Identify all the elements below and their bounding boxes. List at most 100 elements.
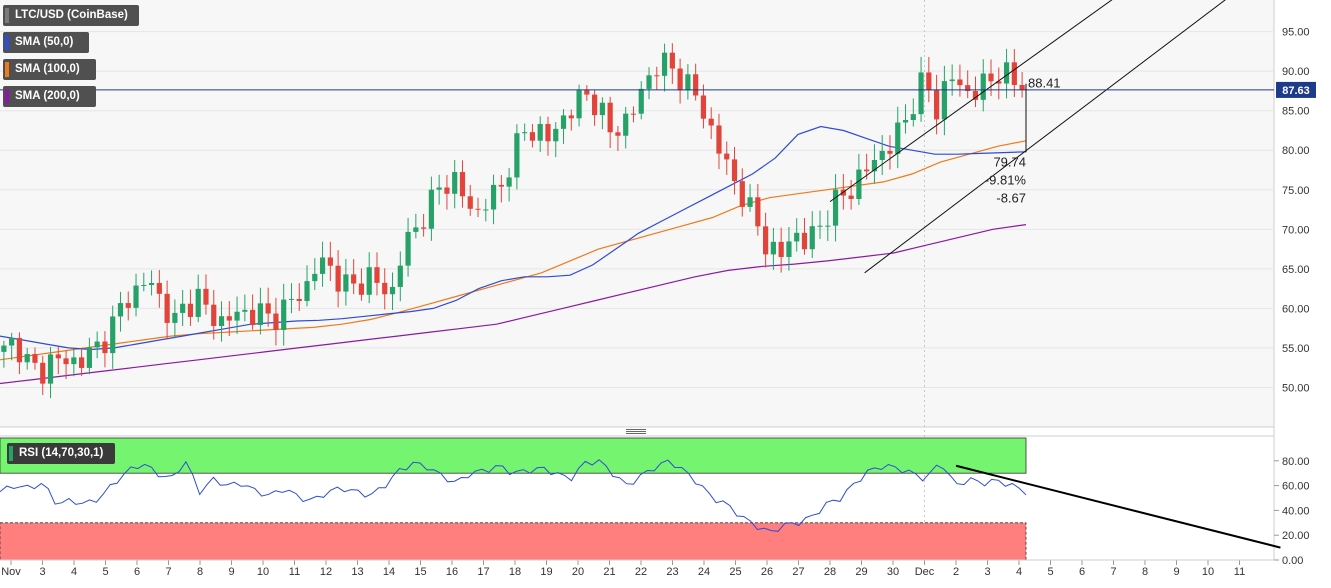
candle-body <box>786 241 792 257</box>
candle-body <box>763 226 769 255</box>
candle-body <box>55 354 61 359</box>
candle-body <box>16 338 23 363</box>
candle-body <box>172 312 178 323</box>
measure-high-label: 88.41 <box>1028 76 1061 91</box>
price-tick-label: 95.00 <box>1282 27 1310 39</box>
x-tick-label: 5 <box>102 566 108 578</box>
rsi-line <box>0 459 1027 532</box>
candle-body <box>102 341 108 354</box>
candle-body <box>661 52 668 76</box>
x-tick-label: 28 <box>824 566 836 578</box>
candle-body <box>467 196 473 209</box>
rsi-tick-label: 0.00 <box>1282 555 1303 567</box>
candle-body <box>522 132 528 134</box>
legend-sma200[interactable]: SMA (200,0) <box>3 86 96 107</box>
sma200-line <box>0 224 1027 385</box>
candle-body <box>9 338 15 346</box>
legend-rsi[interactable]: RSI (14,70,30,1) <box>7 443 115 464</box>
candle-body <box>148 282 155 286</box>
candle-body <box>918 72 924 115</box>
candle-body <box>926 72 932 91</box>
rsi-tick-label: 80.00 <box>1282 456 1310 468</box>
legend-sma200-label: SMA (200,0) <box>15 90 80 102</box>
candle-body <box>47 354 54 384</box>
x-tick-label: 21 <box>603 566 615 578</box>
candle-body <box>607 102 613 133</box>
legend-main-label: LTC/USD (CoinBase) <box>15 9 128 21</box>
candle-body <box>40 362 46 384</box>
sma-lines <box>0 125 1027 385</box>
x-tick-label: 8 <box>197 566 203 578</box>
price-tick-label: 80.00 <box>1282 145 1310 157</box>
candle-body <box>86 347 92 368</box>
candle-body <box>747 197 753 207</box>
candle-body <box>288 298 295 300</box>
candle-body <box>281 299 287 330</box>
x-tick-label: 22 <box>635 566 647 578</box>
pane-resize-handle[interactable] <box>626 429 646 434</box>
candle-body <box>226 316 232 321</box>
candle-body <box>452 172 458 194</box>
candle-body <box>319 257 326 274</box>
candle-body <box>545 123 551 142</box>
x-tick-label: 23 <box>666 566 678 578</box>
candle-body <box>988 73 994 82</box>
candle-body <box>941 81 947 120</box>
candle-body <box>506 177 512 187</box>
x-tick-label: 17 <box>477 566 489 578</box>
candle-body <box>910 114 916 121</box>
legend-sma50[interactable]: SMA (50,0) <box>3 32 89 53</box>
price-pane-background <box>0 0 1274 427</box>
x-tick-label: Dec <box>915 566 935 578</box>
candle-body <box>778 241 784 257</box>
candle-body <box>817 225 823 227</box>
candle-body <box>708 118 714 126</box>
x-tick-label: 25 <box>729 566 741 578</box>
x-tick-label: 16 <box>446 566 458 578</box>
candle-body <box>273 313 279 330</box>
x-tick-label: 3 <box>39 566 45 578</box>
rsi-trendline <box>955 464 1281 549</box>
candle-body <box>615 132 621 136</box>
legend-rsi-swatch <box>9 446 13 461</box>
candle-body <box>218 316 225 327</box>
measure-pct-label: -9.81% <box>985 172 1027 187</box>
candle-body <box>405 231 411 266</box>
legend-rsi-label: RSI (14,70,30,1) <box>19 447 104 459</box>
candle-body <box>832 189 839 226</box>
candle-body <box>242 309 248 312</box>
legend-main[interactable]: LTC/USD (CoinBase) <box>3 5 139 26</box>
channel-upper-line <box>829 0 1113 203</box>
candle-body <box>164 293 170 323</box>
candle-body <box>366 267 372 295</box>
x-tick-label: 6 <box>134 566 140 578</box>
candle-body <box>965 85 971 92</box>
rsi-tick-label: 40.00 <box>1282 505 1310 517</box>
rsi-line-group <box>0 459 1281 549</box>
price-tick-label: 75.00 <box>1282 185 1310 197</box>
legend-sma100[interactable]: SMA (100,0) <box>3 59 96 80</box>
candle-body <box>234 311 240 321</box>
current-price-label: 87.63 <box>1282 85 1310 97</box>
candle-body <box>623 113 629 136</box>
candle-body <box>475 208 481 210</box>
candle-body <box>304 281 310 302</box>
x-tick-label: 10 <box>1202 566 1214 578</box>
candle-body <box>187 303 194 317</box>
candle-body <box>203 288 209 305</box>
candle-body <box>879 150 885 160</box>
x-tick-label: 9 <box>1173 566 1179 578</box>
candle-body <box>257 303 263 326</box>
candle-body <box>459 172 466 197</box>
legend-main-swatch <box>5 8 9 23</box>
chart-overlays: 87.63 88.41 79.74 -9.81% -8.67 <box>0 0 1316 274</box>
candle-body <box>444 187 450 194</box>
candle-body <box>801 232 808 250</box>
candle-body <box>483 209 489 211</box>
candle-body <box>327 257 333 266</box>
candle-body <box>63 358 69 365</box>
candle-body <box>887 150 893 154</box>
candle-body <box>646 75 652 89</box>
candle-body <box>599 102 605 116</box>
candle-body <box>677 68 683 91</box>
